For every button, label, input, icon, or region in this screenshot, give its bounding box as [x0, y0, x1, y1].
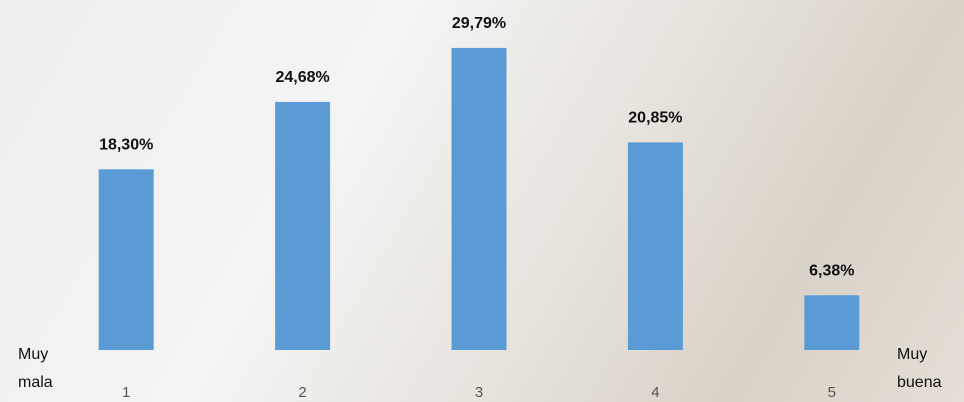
x-tick-label: 2 — [298, 384, 306, 401]
data-label: 20,85% — [628, 110, 682, 127]
bar — [275, 101, 331, 351]
data-label: 18,30% — [99, 137, 153, 154]
x-tick-label: 4 — [651, 384, 659, 401]
x-tick-label: 5 — [828, 384, 836, 401]
annotation: mala — [18, 374, 53, 391]
x-tick-label: 1 — [122, 384, 130, 401]
data-label: 29,79% — [452, 15, 506, 32]
bar — [98, 169, 154, 350]
bar — [804, 295, 860, 350]
annotation: buena — [897, 374, 942, 391]
annotation: Muy — [897, 346, 927, 363]
data-label: 24,68% — [275, 69, 329, 86]
x-tick-label: 3 — [475, 384, 483, 401]
annotation: Muy — [18, 346, 48, 363]
bar — [627, 142, 683, 350]
bar — [451, 47, 507, 350]
data-label: 6,38% — [809, 262, 854, 279]
